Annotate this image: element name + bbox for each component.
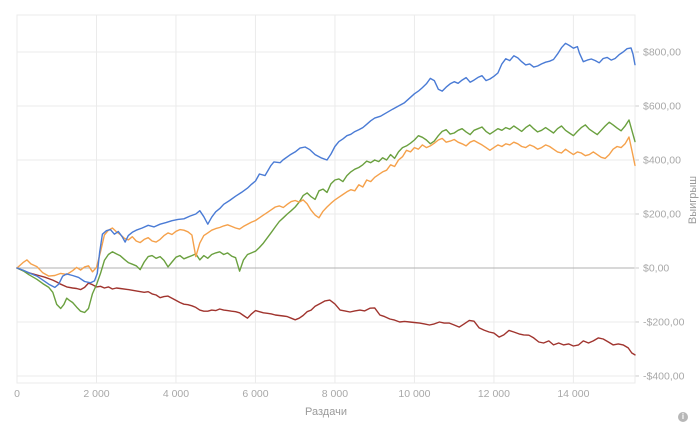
y-tick-label: $200,00 [643,208,681,220]
y-tick-label: $0,00 [643,262,669,274]
series-line-orange [16,136,636,277]
info-icon[interactable]: i [678,412,688,422]
y-tick-label: $400,00 [643,154,681,166]
x-tick-label: 4 000 [163,388,189,400]
y-tick-label: $600,00 [643,100,681,112]
series-line-green [16,119,636,314]
x-tick-label: 6 000 [242,388,268,400]
x-tick-label: 14 000 [557,388,589,400]
x-tick-label: 10 000 [398,388,430,400]
y-tick-label: -$200,00 [643,316,685,328]
y-tick-label: -$400,00 [643,370,685,382]
x-tick-label: 8 000 [322,388,348,400]
x-tick-label: 0 [14,388,20,400]
x-tick-label: 2 000 [83,388,109,400]
series-line-blue [16,42,636,289]
x-tick-label: 12 000 [478,388,510,400]
y-axis-title: Выигрыш [687,175,699,225]
y-tick-label: $800,00 [643,46,681,58]
series-line-dark-red [16,267,636,356]
x-axis-title: Раздачи [305,406,347,418]
